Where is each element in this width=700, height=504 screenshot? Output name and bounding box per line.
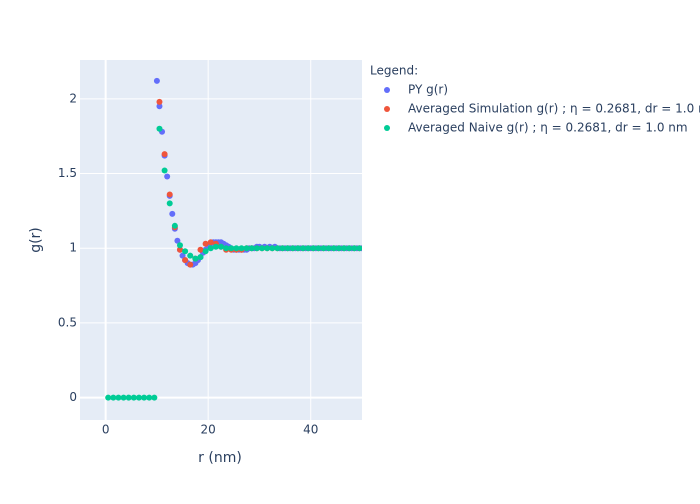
point bbox=[182, 257, 189, 264]
point bbox=[279, 245, 286, 252]
point bbox=[156, 98, 163, 105]
legend-marker bbox=[384, 106, 390, 112]
point bbox=[238, 245, 245, 252]
point bbox=[202, 248, 209, 255]
point bbox=[105, 394, 112, 401]
point bbox=[212, 243, 219, 250]
point bbox=[164, 173, 171, 180]
points bbox=[105, 77, 362, 401]
point bbox=[146, 394, 153, 401]
point bbox=[248, 245, 255, 252]
point bbox=[187, 252, 194, 259]
point bbox=[233, 245, 240, 252]
point bbox=[289, 245, 296, 252]
point bbox=[141, 394, 148, 401]
point bbox=[153, 77, 160, 84]
point bbox=[300, 245, 307, 252]
y-tick-label: 1.5 bbox=[58, 166, 77, 180]
x-tick-label: 0 bbox=[102, 423, 110, 437]
point bbox=[253, 245, 260, 252]
point bbox=[330, 245, 337, 252]
point bbox=[176, 242, 183, 249]
point bbox=[192, 255, 199, 262]
point bbox=[130, 394, 137, 401]
legend-marker bbox=[384, 125, 390, 131]
point bbox=[335, 245, 342, 252]
y-tick-label: 0 bbox=[69, 390, 77, 404]
point bbox=[135, 394, 142, 401]
point bbox=[125, 394, 132, 401]
point bbox=[218, 243, 224, 250]
point bbox=[320, 245, 327, 252]
point bbox=[187, 261, 194, 268]
point bbox=[197, 254, 204, 261]
point bbox=[315, 245, 322, 252]
point bbox=[171, 222, 178, 229]
point bbox=[223, 245, 230, 252]
x-axis-title: r (nm) bbox=[198, 450, 242, 466]
point bbox=[284, 245, 291, 252]
legend-title: Legend: bbox=[370, 64, 418, 78]
point bbox=[166, 200, 173, 207]
point bbox=[174, 237, 181, 244]
point bbox=[259, 245, 266, 252]
point bbox=[228, 245, 235, 252]
y-tick-label: 1 bbox=[69, 241, 77, 255]
point bbox=[166, 191, 173, 198]
point bbox=[156, 125, 163, 132]
legend-marker bbox=[384, 87, 390, 93]
point bbox=[351, 245, 358, 252]
point bbox=[274, 245, 281, 252]
point bbox=[120, 394, 127, 401]
point bbox=[161, 167, 168, 174]
point bbox=[310, 245, 317, 252]
point bbox=[169, 210, 176, 217]
legend-label: Averaged Naive g(r) ; η = 0.2681, dr = 1… bbox=[408, 121, 688, 135]
y-axis-title: g(r) bbox=[28, 227, 44, 253]
point bbox=[207, 245, 214, 252]
y-tick-label: 2 bbox=[69, 91, 77, 105]
x-tick-label: 40 bbox=[303, 423, 318, 437]
point bbox=[115, 394, 122, 401]
point bbox=[202, 240, 209, 247]
y-tick-label: 0.5 bbox=[58, 315, 77, 329]
point bbox=[197, 246, 204, 253]
point bbox=[356, 245, 362, 252]
point bbox=[269, 245, 276, 252]
point bbox=[294, 245, 301, 252]
legend-label: Averaged Simulation g(r) ; η = 0.2681, d… bbox=[408, 102, 700, 116]
point bbox=[156, 103, 163, 110]
point bbox=[207, 239, 214, 246]
point bbox=[182, 248, 189, 255]
point bbox=[305, 245, 312, 252]
point bbox=[264, 245, 271, 252]
point bbox=[346, 245, 353, 252]
x-tick-label: 20 bbox=[201, 423, 216, 437]
point bbox=[176, 246, 183, 253]
point bbox=[325, 245, 332, 252]
point bbox=[151, 394, 158, 401]
point bbox=[161, 151, 168, 158]
point bbox=[110, 394, 117, 401]
legend-label: PY g(r) bbox=[408, 83, 448, 97]
point bbox=[243, 245, 250, 252]
point bbox=[179, 252, 186, 259]
point bbox=[341, 245, 348, 252]
